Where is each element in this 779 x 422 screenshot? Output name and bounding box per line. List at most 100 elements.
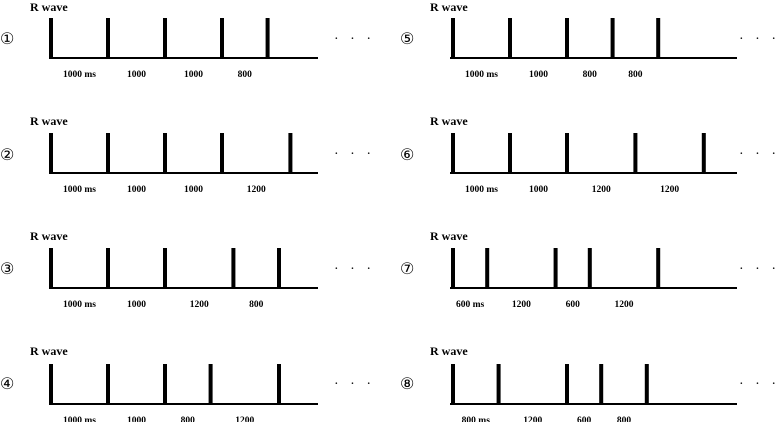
r-wave-spike xyxy=(208,364,213,404)
r-wave-spike xyxy=(587,248,592,288)
panel-number: ⑦ xyxy=(400,261,414,278)
beats xyxy=(451,18,661,58)
panel-4: R wave ④ 1000 ms 1000 800 1200 · · · xyxy=(0,344,375,422)
panel-title: R wave xyxy=(430,344,468,358)
r-wave-spike xyxy=(49,133,53,173)
interval-label: 1000 xyxy=(529,70,548,80)
interval-labels: 600 ms 1200 600 1200 xyxy=(456,300,634,310)
ellipsis: · · · xyxy=(739,147,779,162)
r-wave-spike xyxy=(163,364,167,404)
interval-labels: 1000 ms 1000 1000 800 xyxy=(63,70,252,80)
r-wave-spike xyxy=(49,248,53,288)
panel-number: ③ xyxy=(0,261,14,278)
r-wave-spike xyxy=(163,248,167,288)
r-wave-spike xyxy=(277,364,281,404)
ellipsis: · · · xyxy=(739,262,779,277)
interval-labels: 1000 ms 1000 800 1200 xyxy=(63,416,255,422)
panel-8: R wave ⑧ 800 ms 1200 600 800 · · · xyxy=(400,344,779,422)
ellipsis: · · · xyxy=(334,32,375,47)
r-wave-spike xyxy=(288,133,293,173)
beats xyxy=(451,364,649,404)
ellipsis: · · · xyxy=(739,377,779,392)
panel-2: R wave ② 1000 ms 1000 1000 1200 · · · xyxy=(0,114,375,195)
interval-label: 1000 xyxy=(184,185,203,195)
r-wave-spike xyxy=(610,18,615,58)
panel-5: R wave ⑤ 1000 ms 1000 800 800 · · · xyxy=(400,0,779,80)
interval-label: 1000 ms xyxy=(465,70,498,80)
panel-number: ⑧ xyxy=(400,376,414,393)
panel-title: R wave xyxy=(430,229,468,243)
interval-labels: 1000 ms 1000 1200 1200 xyxy=(465,185,679,195)
panel-title: R wave xyxy=(430,0,468,14)
interval-labels: 1000 ms 1000 1000 1200 xyxy=(63,185,266,195)
r-wave-spike xyxy=(163,18,167,58)
ellipsis: · · · xyxy=(334,147,375,162)
panel-number: ④ xyxy=(0,376,14,393)
panel-title: R wave xyxy=(30,114,68,128)
r-wave-spike xyxy=(106,18,110,58)
interval-label: 800 xyxy=(238,70,253,80)
interval-label: 800 xyxy=(181,416,196,422)
interval-label: 1000 ms xyxy=(465,185,498,195)
interval-label: 1200 xyxy=(235,416,254,422)
interval-label: 1200 xyxy=(247,185,266,195)
ellipsis: · · · xyxy=(739,32,779,47)
r-wave-spike xyxy=(599,364,604,404)
interval-labels: 800 ms 1200 600 800 xyxy=(462,416,632,422)
r-wave-spike xyxy=(553,248,558,288)
interval-label: 1000 xyxy=(127,300,146,310)
interval-label: 600 xyxy=(566,300,581,310)
interval-label: 1200 xyxy=(523,416,542,422)
interval-label: 800 xyxy=(249,300,264,310)
r-wave-spike xyxy=(451,18,455,58)
r-wave-spike xyxy=(106,364,110,404)
panel-title: R wave xyxy=(430,114,468,128)
r-wave-spike xyxy=(231,248,236,288)
panel-3: R wave ③ 1000 ms 1000 1200 800 · · · xyxy=(0,229,375,310)
r-wave-spike xyxy=(451,133,455,173)
interval-label: 800 xyxy=(583,70,598,80)
interval-label: 800 ms xyxy=(462,416,491,422)
interval-label: 1200 xyxy=(512,300,531,310)
beats xyxy=(49,248,281,288)
panel-title: R wave xyxy=(30,229,68,243)
panel-number: ⑥ xyxy=(400,147,414,164)
r-wave-spike xyxy=(49,364,53,404)
r-wave-spike xyxy=(277,248,281,288)
interval-label: 1000 ms xyxy=(63,185,96,195)
interval-label: 600 xyxy=(577,416,592,422)
r-wave-spike xyxy=(220,18,224,58)
r-wave-spike xyxy=(265,18,270,58)
r-wave-spike xyxy=(508,18,512,58)
interval-label: 1000 xyxy=(127,70,146,80)
interval-label: 600 ms xyxy=(456,300,485,310)
beats xyxy=(49,364,281,404)
interval-label: 1000 xyxy=(184,70,203,80)
r-wave-spike xyxy=(220,133,224,173)
interval-label: 800 xyxy=(617,416,632,422)
ellipsis: · · · xyxy=(334,262,375,277)
r-wave-spike xyxy=(633,133,638,173)
interval-label: 1000 ms xyxy=(63,70,96,80)
r-wave-spike xyxy=(451,364,455,404)
r-wave-spike xyxy=(163,133,167,173)
panel-6: R wave ⑥ 1000 ms 1000 1200 1200 · · · xyxy=(400,114,779,195)
r-wave-spike xyxy=(644,364,649,404)
interval-label: 1000 xyxy=(127,416,146,422)
r-wave-spike xyxy=(508,133,512,173)
interval-label: 1200 xyxy=(592,185,611,195)
panel-number: ⑤ xyxy=(400,31,414,48)
interval-label: 1200 xyxy=(190,300,209,310)
panel-number: ② xyxy=(0,147,14,164)
ellipsis: · · · xyxy=(334,377,375,392)
beats xyxy=(451,248,661,288)
interval-label: 800 xyxy=(628,70,643,80)
r-wave-spike xyxy=(656,248,661,288)
panel-7: R wave ⑦ 600 ms 1200 600 1200 · · · xyxy=(400,229,779,310)
r-wave-spike xyxy=(565,18,569,58)
panel-1: R wave ① 1000 ms 1000 1000 800 · · · xyxy=(0,0,375,80)
beats xyxy=(49,18,270,58)
r-wave-spike xyxy=(106,248,110,288)
r-wave-spike xyxy=(565,364,569,404)
